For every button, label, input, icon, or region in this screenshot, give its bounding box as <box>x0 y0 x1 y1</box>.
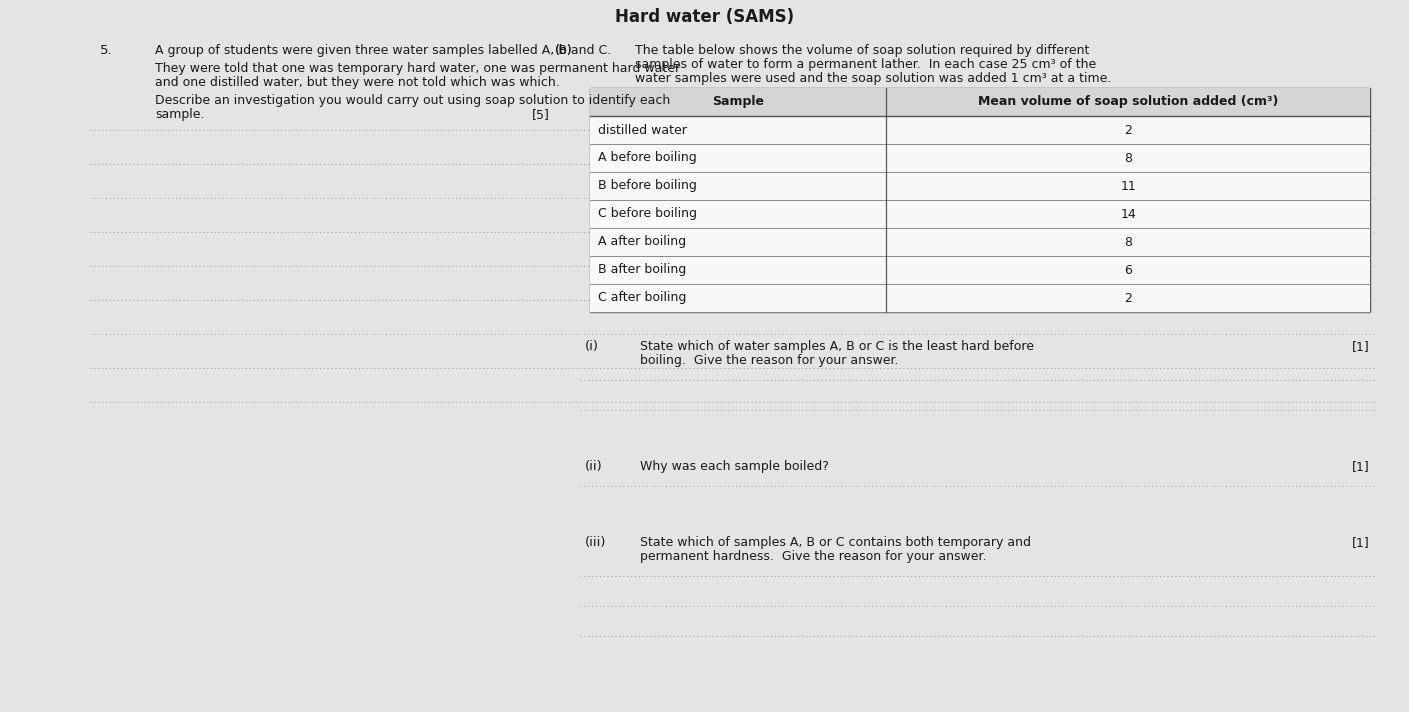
Text: The table below shows the volume of soap solution required by different: The table below shows the volume of soap… <box>635 44 1089 57</box>
Text: [1]: [1] <box>1353 460 1370 473</box>
Text: B before boiling: B before boiling <box>597 179 697 192</box>
Text: State which of water samples A, B or C is the least hard before: State which of water samples A, B or C i… <box>640 340 1034 353</box>
Text: samples of water to form a permanent lather.  In each case 25 cm³ of the: samples of water to form a permanent lat… <box>635 58 1096 71</box>
Text: 2: 2 <box>1124 291 1133 305</box>
Text: water samples were used and the soap solution was added 1 cm³ at a time.: water samples were used and the soap sol… <box>635 72 1112 85</box>
Text: Describe an investigation you would carry out using soap solution to identify ea: Describe an investigation you would carr… <box>155 94 671 107</box>
Text: B after boiling: B after boiling <box>597 263 686 276</box>
Text: C before boiling: C before boiling <box>597 207 697 221</box>
Text: and one distilled water, but they were not told which was which.: and one distilled water, but they were n… <box>155 76 559 89</box>
Text: State which of samples A, B or C contains both temporary and: State which of samples A, B or C contain… <box>640 536 1031 549</box>
Text: Mean volume of soap solution added (cm³): Mean volume of soap solution added (cm³) <box>978 95 1278 108</box>
Text: 2: 2 <box>1124 123 1133 137</box>
Text: 11: 11 <box>1120 179 1136 192</box>
Text: 14: 14 <box>1120 207 1136 221</box>
Bar <box>590 228 1370 256</box>
Text: distilled water: distilled water <box>597 123 686 137</box>
Bar <box>590 256 1370 284</box>
Text: Sample: Sample <box>712 95 764 108</box>
Text: 8: 8 <box>1124 152 1133 164</box>
Bar <box>590 116 1370 144</box>
Bar <box>590 200 1370 228</box>
Text: A after boiling: A after boiling <box>597 236 686 248</box>
Text: boiling.  Give the reason for your answer.: boiling. Give the reason for your answer… <box>640 354 899 367</box>
Bar <box>590 172 1370 200</box>
Text: (i): (i) <box>585 340 599 353</box>
Text: [1]: [1] <box>1353 536 1370 549</box>
Text: (iii): (iii) <box>585 536 606 549</box>
Text: [5]: [5] <box>533 108 550 121</box>
Text: Hard water (SAMS): Hard water (SAMS) <box>614 8 795 26</box>
Text: sample.: sample. <box>155 108 204 121</box>
Text: [1]: [1] <box>1353 340 1370 353</box>
Text: 8: 8 <box>1124 236 1133 248</box>
Text: (b): (b) <box>555 44 572 57</box>
Text: (b): (b) <box>555 44 572 57</box>
Text: A group of students were given three water samples labelled A, B and C.: A group of students were given three wat… <box>155 44 612 57</box>
Text: Why was each sample boiled?: Why was each sample boiled? <box>640 460 828 473</box>
Text: C after boiling: C after boiling <box>597 291 686 305</box>
Text: 6: 6 <box>1124 263 1133 276</box>
Text: 5.: 5. <box>100 44 113 57</box>
Bar <box>590 88 1370 116</box>
Text: They were told that one was temporary hard water, one was permanent hard water: They were told that one was temporary ha… <box>155 62 681 75</box>
Text: (ii): (ii) <box>585 460 603 473</box>
Bar <box>590 284 1370 312</box>
Bar <box>590 144 1370 172</box>
Text: A before boiling: A before boiling <box>597 152 696 164</box>
Bar <box>590 88 1370 312</box>
Text: permanent hardness.  Give the reason for your answer.: permanent hardness. Give the reason for … <box>640 550 986 563</box>
